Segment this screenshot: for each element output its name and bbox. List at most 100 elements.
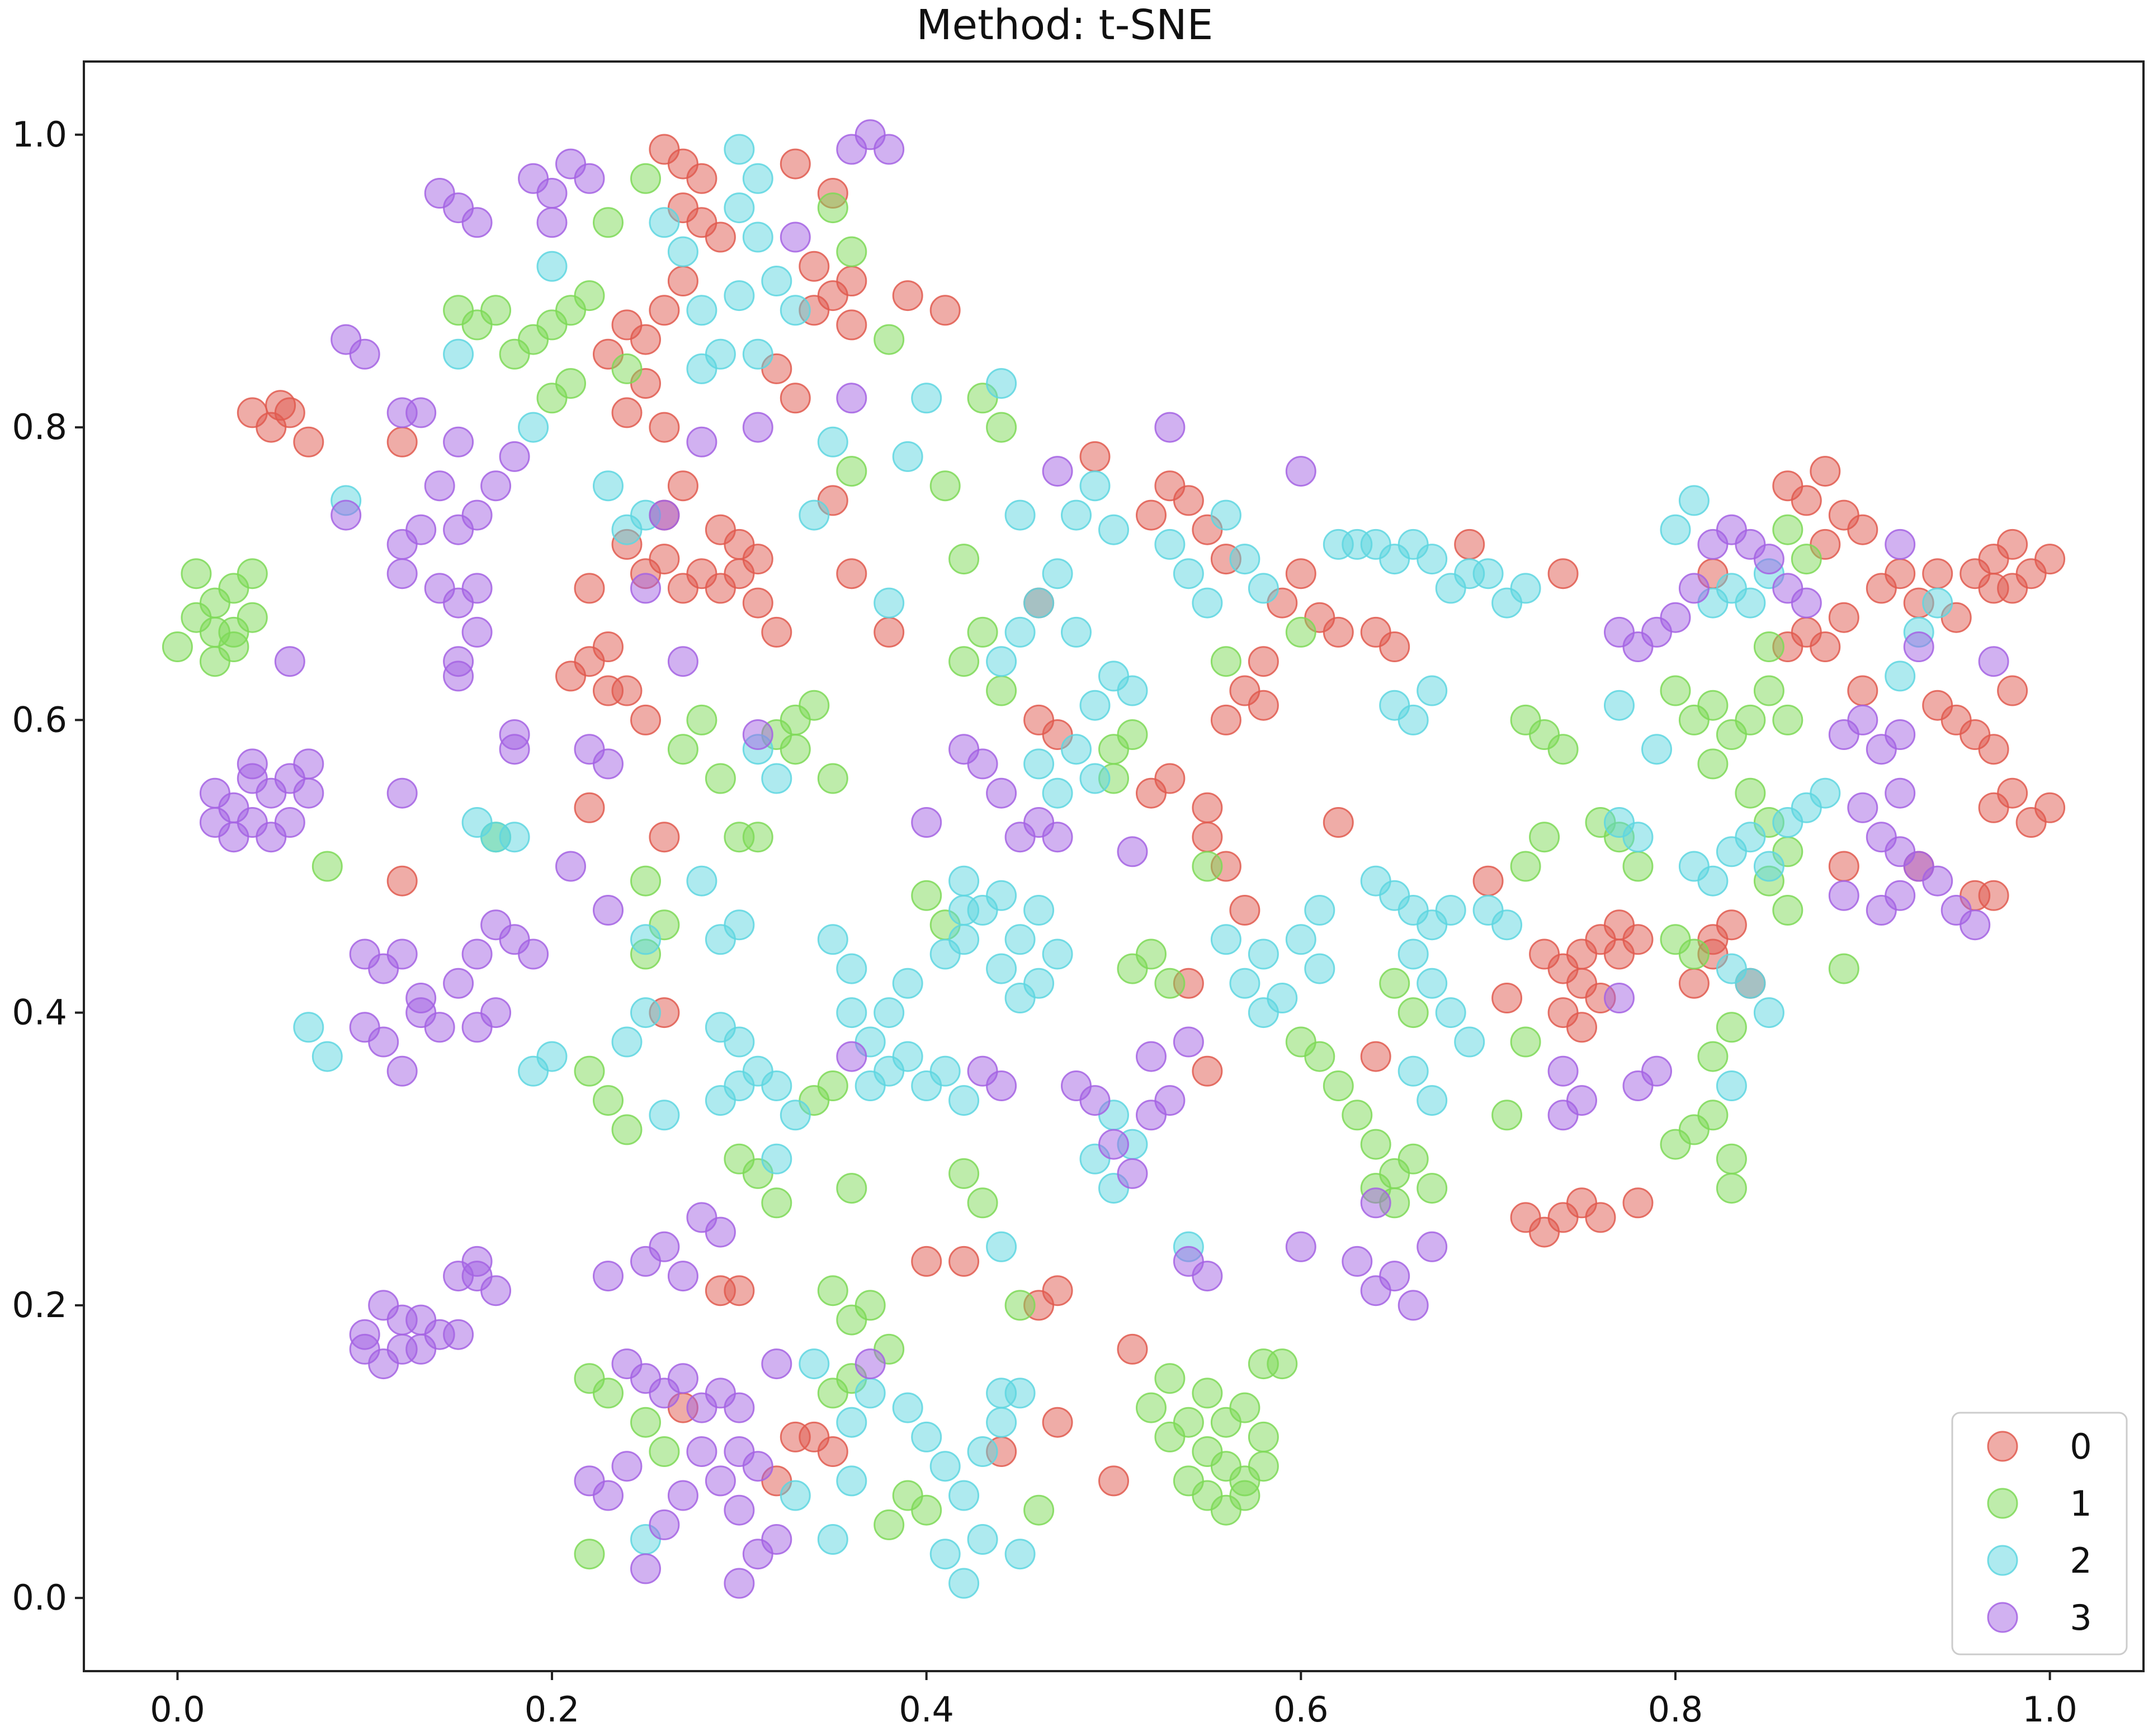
scatter-point: [799, 251, 830, 282]
scatter-point: [1229, 895, 1260, 926]
y-tick-label: 0.4: [12, 992, 67, 1033]
scatter-point: [1285, 456, 1316, 487]
scatter-point: [667, 1480, 698, 1511]
scatter-point: [761, 1143, 792, 1174]
scatter-point: [817, 1524, 848, 1555]
scatter-point: [461, 573, 493, 604]
scatter-point: [443, 1319, 474, 1350]
scatter-point: [799, 1348, 830, 1380]
scatter-point: [1510, 1026, 1541, 1058]
scatter-point: [424, 1012, 455, 1043]
scatter-point: [649, 1100, 680, 1131]
scatter-point: [293, 1012, 324, 1043]
scatter-point: [630, 1246, 661, 1277]
scatter-point: [1472, 865, 1504, 897]
scatter-point: [1023, 748, 1055, 780]
scatter-point: [1641, 1055, 1672, 1087]
legend-label: 0: [2070, 1426, 2091, 1467]
scatter-point: [1417, 1085, 1448, 1116]
scatter-point: [911, 807, 942, 838]
scatter-point: [742, 221, 773, 253]
scatter-point: [1454, 529, 1485, 560]
series-0: [237, 134, 2066, 1497]
scatter-point: [1079, 690, 1111, 721]
scatter-point: [1678, 968, 1710, 999]
scatter-point: [874, 1509, 905, 1540]
scatter-point: [1753, 851, 1784, 882]
scatter-point: [1735, 968, 1766, 999]
scatter-point: [293, 748, 324, 780]
scatter-point: [1173, 485, 1204, 516]
scatter-point: [630, 997, 661, 1029]
scatter-point: [649, 295, 680, 326]
y-tick-label: 0.8: [12, 407, 67, 447]
scatter-point: [1154, 1421, 1186, 1452]
legend-marker: [1987, 1431, 2018, 1462]
scatter-point: [836, 1041, 867, 1072]
scatter-point: [1491, 983, 1523, 1013]
scatter-point: [1397, 1055, 1429, 1087]
scatter-point: [593, 1261, 624, 1292]
scatter-point: [911, 383, 942, 414]
scatter-point: [948, 1246, 980, 1277]
scatter-point: [1828, 880, 1859, 911]
scatter-point: [761, 1187, 792, 1219]
scatter-point: [1079, 470, 1111, 502]
scatter-point: [1154, 1363, 1186, 1394]
scatter-point: [874, 324, 905, 355]
scatter-point: [386, 1055, 418, 1087]
chart-title: Method: t-SNE: [917, 1, 1214, 49]
scatter-point: [1154, 763, 1186, 794]
scatter-point: [1079, 763, 1111, 794]
scatter-point: [1678, 573, 1710, 604]
scatter-point: [1229, 544, 1260, 575]
scatter-point: [1716, 1012, 1747, 1043]
scatter-point: [518, 412, 549, 443]
scatter-point: [1098, 1465, 1129, 1497]
scatter-point: [1397, 938, 1429, 970]
x-tick-label: 0.4: [899, 1689, 954, 1730]
scatter-point: [1304, 953, 1335, 984]
scatter-point: [667, 1261, 698, 1292]
scatter-point: [1360, 1187, 1391, 1219]
scatter-point: [929, 1055, 961, 1087]
scatter-point: [443, 338, 474, 370]
scatter-point: [480, 295, 512, 326]
scatter-point: [630, 704, 661, 735]
scatter-point: [1510, 573, 1541, 604]
legend-label: 1: [2070, 1483, 2091, 1524]
scatter-point: [836, 236, 867, 267]
scatter-point: [630, 865, 661, 897]
scatter-point: [461, 207, 493, 238]
scatter-point: [836, 953, 867, 984]
scatter-point: [1117, 836, 1148, 867]
scatter-point: [892, 1041, 923, 1072]
y-tick-label: 0.6: [12, 699, 67, 740]
scatter-point: [724, 280, 755, 312]
scatter-point: [1885, 661, 1916, 692]
scatter-point: [1622, 851, 1654, 882]
scatter-point: [948, 865, 980, 897]
legend-marker: [1987, 1602, 2018, 1633]
x-tick-label: 1.0: [2022, 1689, 2078, 1730]
scatter-point: [1042, 822, 1073, 853]
scatter-point: [611, 675, 643, 706]
scatter-point: [1379, 968, 1410, 999]
scatter-point: [1210, 499, 1241, 531]
scatter-point: [574, 280, 605, 312]
scatter-point: [929, 470, 961, 502]
scatter-point: [405, 983, 437, 1013]
scatter-point: [518, 938, 549, 970]
scatter-point: [630, 1407, 661, 1438]
scatter-point: [1847, 704, 1878, 735]
scatter-point: [742, 1451, 773, 1482]
scatter-point: [1023, 895, 1055, 926]
scatter-point: [1173, 1026, 1204, 1058]
scatter-point: [1079, 1085, 1111, 1116]
scatter-point: [1885, 777, 1916, 809]
scatter-point: [1885, 719, 1916, 750]
scatter-point: [1192, 792, 1223, 823]
scatter-point: [461, 616, 493, 648]
scatter-point: [649, 499, 680, 531]
scatter-point: [649, 412, 680, 443]
